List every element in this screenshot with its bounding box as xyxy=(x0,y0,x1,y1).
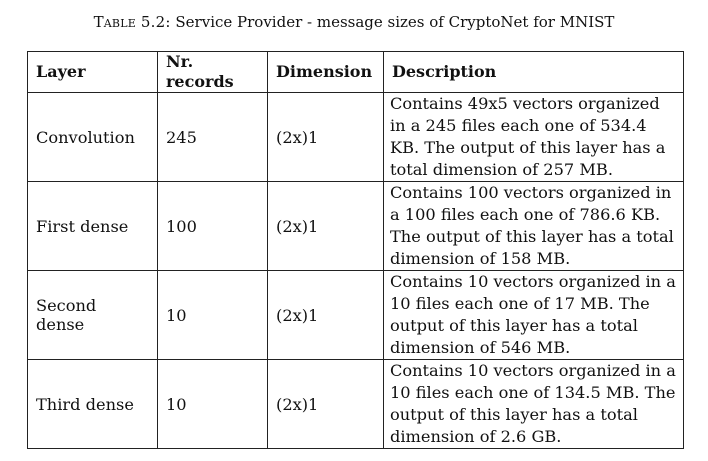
caption-text: Service Provider - message sizes of Cryp… xyxy=(175,13,615,31)
header-description: Description xyxy=(383,51,684,93)
cell-dimension: (2x)1 xyxy=(267,270,384,360)
message-sizes-table: Layer Nr. records Dimension Description … xyxy=(27,51,684,449)
table-caption: Table 5.2: Service Provider - message si… xyxy=(0,12,708,32)
table-row: Third dense 10 (2x)1 Contains 10 vectors… xyxy=(27,359,684,449)
cell-dimension: (2x)1 xyxy=(267,359,384,449)
cell-layer: Second dense xyxy=(27,270,158,360)
cell-description: Contains 49x5 vectors organized in a 245… xyxy=(383,92,684,182)
cell-layer: Convolution xyxy=(27,92,158,182)
cell-description: Contains 100 vectors organized in a 100 … xyxy=(383,181,684,271)
cell-dimension: (2x)1 xyxy=(267,92,384,182)
cell-records: 10 xyxy=(157,359,268,449)
cell-description: Contains 10 vectors organized in a 10 fi… xyxy=(383,270,684,360)
table-row: Convolution 245 (2x)1 Contains 49x5 vect… xyxy=(27,92,684,182)
header-layer: Layer xyxy=(27,51,158,93)
cell-layer: First dense xyxy=(27,181,158,271)
header-records: Nr. records xyxy=(157,51,268,93)
cell-records: 10 xyxy=(157,270,268,360)
caption-label: Table 5.2: xyxy=(93,13,171,31)
table-header-row: Layer Nr. records Dimension Description xyxy=(27,51,684,93)
header-dimension: Dimension xyxy=(267,51,384,93)
cell-layer: Third dense xyxy=(27,359,158,449)
cell-dimension: (2x)1 xyxy=(267,181,384,271)
cell-records: 100 xyxy=(157,181,268,271)
cell-description: Contains 10 vectors organized in a 10 fi… xyxy=(383,359,684,449)
table-row: First dense 100 (2x)1 Contains 100 vecto… xyxy=(27,181,684,271)
cell-records: 245 xyxy=(157,92,268,182)
table-row: Second dense 10 (2x)1 Contains 10 vector… xyxy=(27,270,684,360)
